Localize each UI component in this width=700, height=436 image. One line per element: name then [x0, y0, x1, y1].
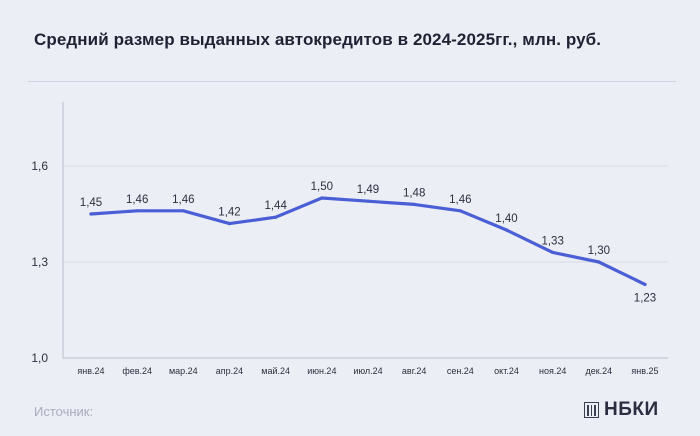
data-label: 1,42 — [218, 207, 240, 219]
logo-text: НБКИ — [604, 399, 659, 420]
data-point — [181, 209, 185, 213]
x-tick-label: янв.25 — [631, 366, 658, 376]
building-icon — [584, 402, 599, 418]
x-tick-label: мар.24 — [169, 366, 198, 376]
data-point — [320, 196, 324, 200]
data-label: 1,50 — [311, 181, 333, 193]
data-point — [458, 209, 462, 213]
data-point — [89, 212, 93, 216]
data-label: 1,46 — [449, 194, 471, 206]
x-tick-label: фев.24 — [122, 366, 152, 376]
x-tick-label: апр.24 — [216, 366, 243, 376]
data-point — [551, 250, 555, 254]
data-label: 1,23 — [634, 292, 656, 304]
data-point — [504, 228, 509, 232]
data-label: 1,30 — [588, 245, 610, 257]
data-point — [227, 222, 232, 226]
nbki-logo: НБКИ — [584, 399, 659, 421]
data-label: 1,48 — [403, 187, 425, 199]
y-tick-label: 1,6 — [31, 159, 48, 173]
data-point — [643, 282, 647, 286]
data-label: 1,40 — [495, 213, 517, 225]
data-label: 1,46 — [126, 194, 148, 206]
x-tick-label: окт.24 — [494, 366, 519, 376]
y-tick-label: 1,0 — [31, 351, 48, 365]
data-point — [274, 215, 278, 219]
x-tick-label: июн.24 — [307, 366, 336, 376]
data-point — [412, 202, 416, 206]
data-label: 1,33 — [541, 235, 563, 247]
data-label: 1,49 — [357, 184, 379, 196]
x-tick-label: янв.24 — [77, 366, 104, 376]
data-point — [597, 260, 601, 264]
x-tick-label: сен.24 — [447, 366, 474, 376]
x-tick-label: дек.24 — [585, 366, 612, 376]
x-tick-label: ноя.24 — [539, 366, 566, 376]
data-label: 1,45 — [80, 197, 102, 209]
chart-title: Средний размер выданных автокредитов в 2… — [34, 30, 602, 49]
y-tick-label: 1,3 — [31, 255, 48, 269]
x-tick-label: июл.24 — [353, 366, 382, 376]
x-tick-label: авг.24 — [402, 366, 426, 376]
data-label: 1,46 — [172, 194, 194, 206]
data-label: 1,44 — [264, 200, 287, 212]
data-point — [135, 209, 139, 213]
x-tick-label: май.24 — [261, 366, 290, 376]
title-divider — [28, 81, 676, 82]
source-label: Источник: — [34, 404, 94, 419]
data-point — [366, 199, 370, 203]
